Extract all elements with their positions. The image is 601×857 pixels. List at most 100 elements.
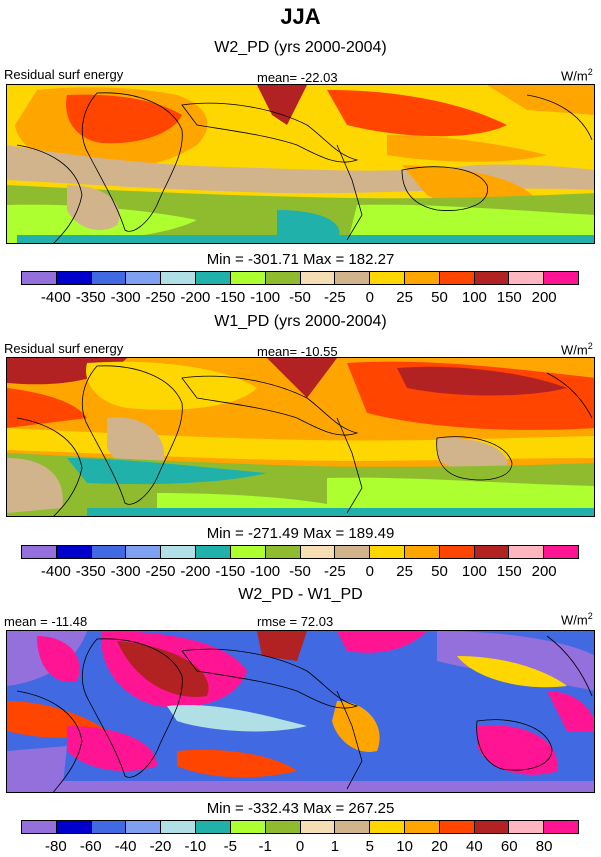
- panel3-colorbar-swatch-9: [335, 821, 371, 833]
- panel1-colorbar-swatch-1: [56, 272, 92, 284]
- panel3-colorbar-swatch-10: [370, 821, 405, 833]
- map1-americas-outline: [526, 94, 593, 141]
- panel3-colorbar-tick-label: 40: [466, 838, 483, 855]
- panel3-colorbar-tick-label: 0: [295, 838, 305, 855]
- panel3-colorbar-swatch-13: [474, 821, 510, 833]
- panel2-colorbar-tick-label: -50: [289, 563, 311, 580]
- panel1-colorbar-tick-label: 150: [496, 289, 522, 306]
- panel3-colorbar-swatch-2: [91, 821, 127, 833]
- panel1-colorbar-swatch-15: [544, 272, 578, 284]
- map3-asia-outline: [181, 648, 359, 709]
- map1-maritime-outline: [336, 144, 363, 241]
- map2-south-america-outline: [16, 417, 83, 516]
- panel3-rmse-label: rmse = 72.03: [257, 614, 334, 629]
- panel2-colorbar-swatch-9: [335, 546, 371, 558]
- map2-south-indian-green: [157, 493, 347, 508]
- panel3-map: [6, 630, 595, 793]
- panel2-colorbar-swatch-3: [126, 546, 162, 558]
- panel2-colorbar-swatch-12: [439, 546, 475, 558]
- panel3-title: W2_PD - W1_PD: [238, 586, 363, 603]
- map1-pacific-band: [327, 90, 507, 137]
- panel3-colorbar-swatch-6: [230, 821, 266, 833]
- panel1-colorbar-tick-label: -350: [75, 289, 106, 306]
- map3-asia-magenta: [337, 631, 427, 653]
- panel1-colorbar-swatch-2: [91, 272, 127, 284]
- panel2-units-label: W/m2: [561, 341, 593, 358]
- panel1-colorbar: [21, 271, 579, 285]
- panel1-mean-label: mean= -22.03: [257, 70, 338, 85]
- panel3-colorbar-tick-label: 5: [365, 838, 374, 855]
- map3-maritime-outline: [336, 690, 363, 790]
- map2-antarctic-strip: [87, 508, 594, 516]
- panel3-units-label: W/m2: [561, 611, 593, 628]
- panel2-colorbar-swatch-11: [404, 546, 440, 558]
- panel3-colorbar-swatch-8: [300, 821, 336, 833]
- panel2-colorbar-swatch-1: [56, 546, 92, 558]
- map2-tibet-high: [267, 358, 337, 398]
- panel2-colorbar-swatch-13: [474, 546, 510, 558]
- map1-pacific-band-2: [387, 135, 547, 162]
- map1-indian-ocean-patch: [277, 210, 340, 240]
- panel3-colorbar-tick-label: 80: [535, 838, 553, 855]
- panel3-colorbar-swatch-0: [22, 821, 57, 833]
- panel3-colorbar-swatch-4: [161, 821, 197, 833]
- panel2-colorbar-tick-label: -400: [40, 563, 71, 580]
- panel2-colorbar-tick-label: -350: [75, 563, 106, 580]
- panel1-variable-label: Residual surf energy: [4, 67, 124, 82]
- panel1-colorbar-tick-label: -25: [324, 289, 346, 306]
- panel2-colorbar-swatch-6: [230, 546, 266, 558]
- season-title: JJA: [280, 4, 321, 29]
- map3-south-america-magenta: [67, 726, 157, 771]
- panel1-units-label: W/m2: [561, 67, 593, 84]
- map1-africa-outline: [82, 92, 183, 232]
- map2-pacific-core: [397, 366, 567, 396]
- map2-south-atlantic-teal: [67, 458, 267, 485]
- panel1-colorbar-swatch-10: [370, 272, 405, 284]
- panel3-colorbar-tick-label: -60: [79, 838, 102, 855]
- map2-australia-outline: [436, 436, 513, 481]
- panel2-colorbar-swatch-2: [91, 546, 127, 558]
- panel1-colorbar-swatch-7: [265, 272, 301, 284]
- map3-south-america-outline: [16, 690, 83, 792]
- panel3-colorbar-tick-label: 20: [431, 838, 448, 855]
- panel1-colorbar-swatch-0: [22, 272, 57, 284]
- panel3-colorbar-tick-label: 10: [396, 838, 413, 855]
- panel2-colorbar-swatch-7: [265, 546, 301, 558]
- panel3-mean-label: mean = -11.48: [4, 614, 88, 629]
- panel1-colorbar-tick-label: 0: [365, 289, 374, 306]
- panel1-map: [6, 84, 595, 244]
- panel1-colorbar-tick-label: 200: [531, 289, 557, 306]
- map3-australia-outline: [476, 719, 553, 771]
- panel1-colorbar-swatch-8: [300, 272, 336, 284]
- panel2-title: W1_PD (yrs 2000-2004): [214, 313, 387, 330]
- panel2-colorbar-swatch-5: [196, 546, 231, 558]
- panel1-colorbar-tick-label: -300: [110, 289, 141, 306]
- panel2-map: [6, 357, 595, 517]
- panel1-colorbar-tick-label: 50: [431, 289, 448, 306]
- panel3-colorbar-swatch-3: [126, 821, 162, 833]
- panel1-colorbar-swatch-11: [404, 272, 440, 284]
- map3-sw-purple: [7, 746, 67, 792]
- map3-australia-magenta: [477, 725, 558, 775]
- map1-arctic-field: [487, 85, 594, 115]
- map2-south-pacific-green: [327, 477, 594, 508]
- panel3-colorbar-tick-label: 1: [330, 838, 340, 855]
- map3-nw-magenta: [37, 636, 80, 682]
- panel1-colorbar-swatch-9: [335, 272, 371, 284]
- map3-pacific-yellow: [457, 656, 567, 688]
- panel3-colorbar-tick-label: -5: [223, 838, 237, 855]
- panel3-colorbar-swatch-14: [509, 821, 545, 833]
- map3-africa-outline: [82, 638, 183, 778]
- panel2-colorbar-tick-label: 25: [396, 563, 413, 580]
- map3-maritime-orange: [332, 701, 380, 752]
- panel3-colorbar-tick-label: -40: [114, 838, 137, 855]
- panel1-colorbar-ticks: -400 -350 -300 -250 -200 -150 -100 -50 -25 0 25 50 1…: [21, 289, 579, 307]
- panel3-colorbar-swatch-15: [544, 821, 578, 833]
- panel1-colorbar-swatch-13: [474, 272, 510, 284]
- map1-asia-outline: [181, 102, 359, 163]
- panel3-colorbar-tick-label: 60: [500, 838, 518, 855]
- map3-e-magenta: [547, 691, 594, 731]
- panel2-colorbar-tick-label: 200: [531, 563, 557, 580]
- map1-south-america-patch: [67, 185, 120, 230]
- panel2-colorbar-swatch-14: [509, 546, 545, 558]
